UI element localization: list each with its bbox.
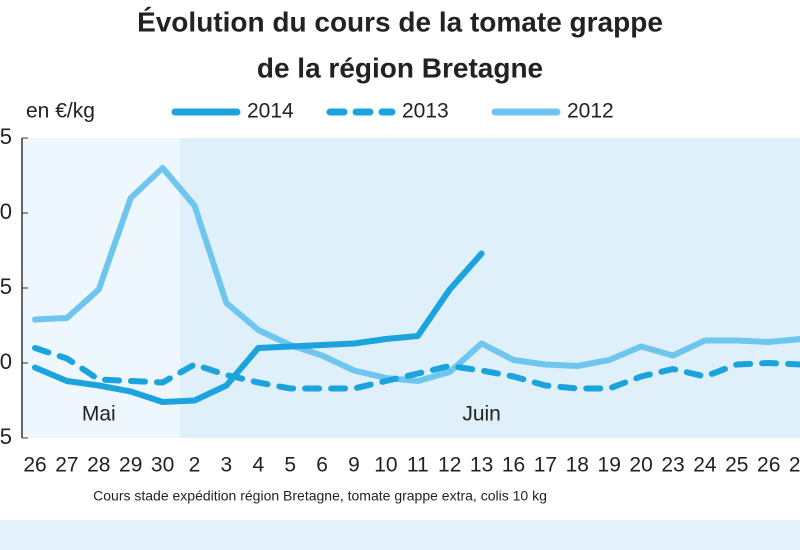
x-tick-label: 23 (661, 454, 684, 477)
x-tick-label: 26 (757, 454, 780, 477)
y-tick-label: 2,5 (0, 124, 12, 149)
x-tick-label: 26 (23, 454, 46, 477)
x-tick-label: 3 (221, 454, 233, 477)
x-tick-label: 4 (252, 454, 264, 477)
note: Cours stade expédition région Bretagne, … (93, 488, 547, 504)
x-tick-label: 10 (374, 454, 397, 477)
legend-label: 2014 (247, 100, 294, 123)
bottom-band (0, 520, 800, 550)
series-line (32, 250, 485, 405)
x-tick-label: 12 (438, 454, 461, 477)
x-tick-label: 2 (189, 454, 201, 477)
x-tick-label: 16 (502, 454, 525, 477)
x-tick-label: 17 (534, 454, 557, 477)
chart-title: de la région Bretagne (257, 52, 543, 83)
month-label: Juin (462, 403, 501, 426)
x-tick-label: 18 (566, 454, 589, 477)
y-tick-label: 0,5 (0, 424, 12, 449)
y-axis-label: en €/kg (26, 100, 95, 123)
y-tick-label: 1,5 (0, 274, 12, 299)
x-tick-label: 20 (629, 454, 652, 477)
x-tick-label: 13 (470, 454, 493, 477)
legend-label: 2012 (567, 100, 614, 123)
x-tick-label: 27 (789, 454, 800, 477)
x-tick-label: 9 (348, 454, 360, 477)
x-tick-label: 6 (316, 454, 328, 477)
series-line (32, 165, 800, 384)
x-tick-label: 5 (284, 454, 296, 477)
y-tick-label: 1,0 (0, 349, 12, 374)
x-tick-label: 19 (598, 454, 621, 477)
legend-label: 2013 (402, 100, 449, 123)
x-tick-label: 25 (725, 454, 748, 477)
y-tick-label: 2,0 (0, 199, 12, 224)
x-tick-label: 30 (151, 454, 174, 477)
chart-title: Évolution du cours de la tomate grappe (137, 6, 663, 37)
month-label: Mai (82, 403, 116, 426)
series-line (32, 345, 800, 392)
x-tick-label: 11 (407, 454, 429, 477)
x-tick-label: 27 (55, 454, 78, 477)
x-tick-label: 24 (693, 454, 717, 477)
x-tick-label: 29 (119, 454, 142, 477)
x-tick-label: 28 (87, 454, 110, 477)
